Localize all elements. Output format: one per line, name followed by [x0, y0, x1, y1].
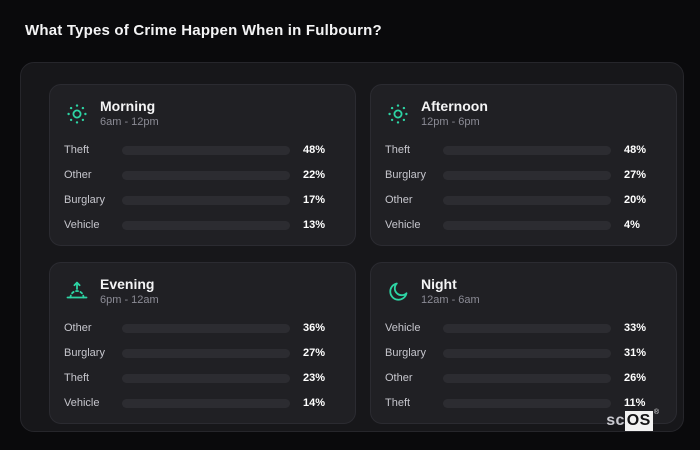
- category-label: Vehicle: [385, 219, 421, 232]
- bar-rows: Vehicle 33% Burglary 31% Other 26% Theft…: [385, 322, 660, 409]
- bar-row-burglary: Burglary 27%: [64, 347, 339, 359]
- bar-rows: Theft 48% Other 22% Burglary 17% Vehicle…: [64, 144, 339, 231]
- category-label: Burglary: [64, 347, 105, 360]
- bar-row-vehicle: Vehicle 4%: [385, 219, 660, 231]
- percentage-value: 4%: [624, 219, 640, 232]
- panel-header: Evening 6pm - 12am: [64, 276, 339, 307]
- percentage-value: 13%: [303, 219, 326, 232]
- category-label: Burglary: [385, 347, 426, 360]
- scos-logo-prefix: sc: [606, 412, 625, 429]
- bar-row-other: Other 22%: [64, 169, 339, 181]
- bar-row-vehicle: Vehicle 14%: [64, 397, 339, 409]
- bar-row-vehicle: Vehicle 13%: [64, 219, 339, 231]
- percentage-value: 23%: [303, 372, 326, 385]
- bar-track: [443, 373, 611, 383]
- bar-rows: Theft 48% Burglary 27% Other 20% Vehicle…: [385, 144, 660, 231]
- percentage-value: 36%: [303, 322, 326, 335]
- panels-grid: Morning 6am - 12pm Theft 48% Other 22% B…: [49, 84, 677, 425]
- bar-track: [443, 145, 611, 155]
- bar-track: [122, 398, 290, 408]
- category-label: Vehicle: [385, 322, 421, 335]
- panel-title: Night: [421, 276, 457, 293]
- scos-logo-box: OS: [624, 411, 653, 431]
- bar-track: [443, 323, 611, 333]
- bar-row-other: Other 26%: [385, 372, 660, 384]
- category-label: Burglary: [64, 194, 105, 207]
- percentage-value: 33%: [624, 322, 647, 335]
- panel-time-range: 12pm - 6pm: [421, 115, 480, 128]
- bar-track: [122, 373, 290, 383]
- panel-title: Evening: [100, 276, 155, 293]
- panel-time-range: 6pm - 12am: [100, 293, 159, 306]
- bar-row-other: Other 36%: [64, 322, 339, 334]
- bar-track: [443, 398, 611, 408]
- bar-row-vehicle: Vehicle 33%: [385, 322, 660, 334]
- category-label: Burglary: [385, 169, 426, 182]
- category-label: Theft: [385, 397, 411, 410]
- category-label: Theft: [64, 372, 90, 385]
- bar-track: [443, 348, 611, 358]
- category-label: Other: [64, 169, 92, 182]
- panel-evening: Evening 6pm - 12am Other 36% Burglary 27…: [49, 262, 356, 425]
- bar-track: [122, 348, 290, 358]
- crime-dashboard-card: Morning 6am - 12pm Theft 48% Other 22% B…: [20, 62, 684, 432]
- panel-morning: Morning 6am - 12pm Theft 48% Other 22% B…: [49, 84, 356, 247]
- sun-icon: [67, 103, 87, 124]
- sun-icon: [388, 103, 408, 124]
- bar-rows: Other 36% Burglary 27% Theft 23% Vehicle…: [64, 322, 339, 409]
- bar-row-burglary: Burglary 31%: [385, 347, 660, 359]
- panel-time-range: 6am - 12pm: [100, 115, 159, 128]
- panel-title: Morning: [100, 98, 156, 114]
- category-label: Theft: [64, 144, 90, 157]
- moon-icon: [389, 282, 408, 301]
- percentage-value: 48%: [303, 144, 326, 157]
- percentage-value: 14%: [303, 397, 326, 410]
- percentage-value: 17%: [303, 194, 326, 207]
- bar-track: [443, 220, 611, 230]
- percentage-value: 31%: [624, 347, 647, 360]
- category-label: Other: [64, 322, 92, 335]
- bar-row-theft: Theft 48%: [64, 144, 339, 156]
- bar-row-theft: Theft 23%: [64, 372, 339, 384]
- bar-track: [122, 170, 290, 180]
- panel-header: Afternoon 12pm - 6pm: [385, 98, 660, 129]
- percentage-value: 26%: [624, 372, 647, 385]
- category-label: Theft: [385, 144, 411, 157]
- panel-afternoon: Afternoon 12pm - 6pm Theft 48% Burglary …: [370, 84, 677, 247]
- category-label: Vehicle: [64, 397, 100, 410]
- category-label: Other: [385, 372, 413, 385]
- sunrise-icon: [66, 281, 88, 299]
- category-label: Other: [385, 194, 413, 207]
- bar-track: [122, 323, 290, 333]
- bar-track: [443, 170, 611, 180]
- panel-header: Morning 6am - 12pm: [64, 98, 339, 129]
- scos-logo: sc OS ®: [606, 409, 659, 431]
- panel-title: Afternoon: [421, 98, 488, 114]
- bar-track: [122, 220, 290, 230]
- panel-header: Night 12am - 6am: [385, 276, 660, 307]
- bar-track: [443, 195, 611, 205]
- panel-night: Night 12am - 6am Vehicle 33% Burglary 31…: [370, 262, 677, 425]
- registered-trademark-icon: ®: [653, 409, 659, 416]
- percentage-value: 27%: [624, 169, 647, 182]
- percentage-value: 48%: [624, 144, 647, 157]
- bar-row-theft: Theft 11%: [385, 397, 660, 409]
- percentage-value: 27%: [303, 347, 326, 360]
- bar-track: [122, 145, 290, 155]
- percentage-value: 11%: [624, 397, 646, 410]
- bar-track: [122, 195, 290, 205]
- percentage-value: 20%: [624, 194, 647, 207]
- bar-row-other: Other 20%: [385, 194, 660, 206]
- bar-row-burglary: Burglary 17%: [64, 194, 339, 206]
- bar-row-theft: Theft 48%: [385, 144, 660, 156]
- page-title: What Types of Crime Happen When in Fulbo…: [25, 22, 382, 39]
- panel-time-range: 12am - 6am: [421, 293, 480, 306]
- category-label: Vehicle: [64, 219, 100, 232]
- bar-row-burglary: Burglary 27%: [385, 169, 660, 181]
- percentage-value: 22%: [303, 169, 326, 182]
